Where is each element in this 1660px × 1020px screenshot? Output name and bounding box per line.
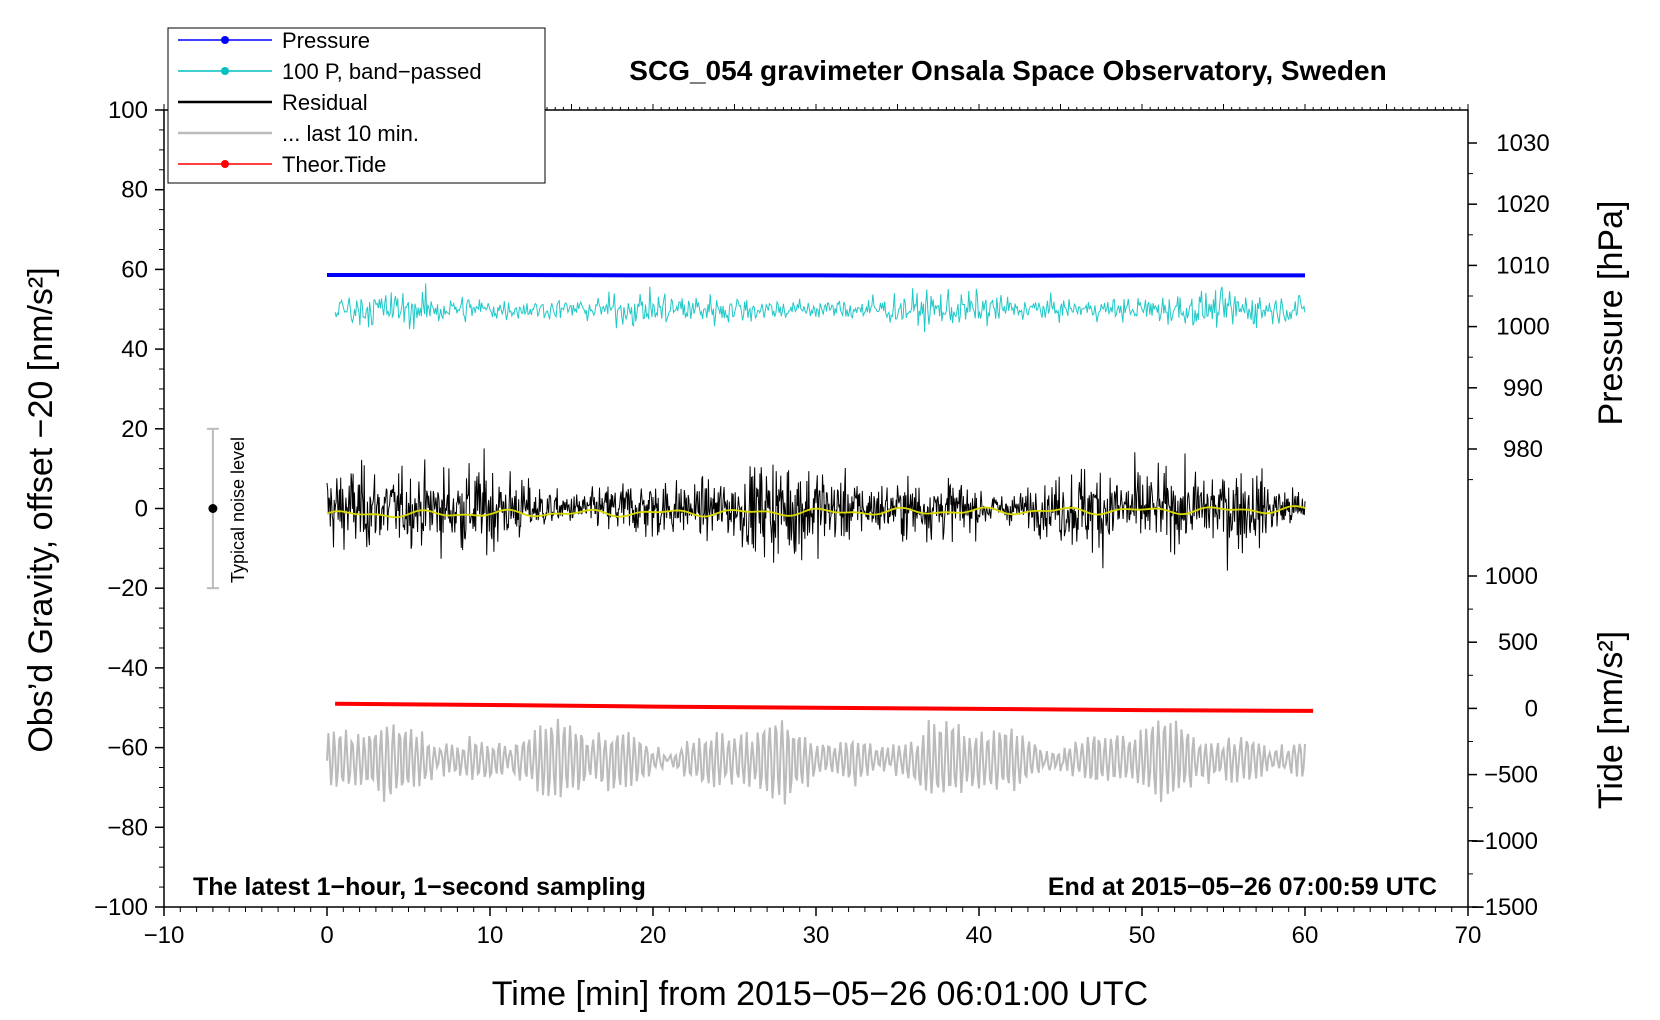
x-axis-label: Time [min] from 2015−05−26 06:01:00 UTC [492, 975, 1148, 1013]
pressure-tick-label: 1010 [1496, 252, 1549, 279]
legend-swatch-marker [221, 36, 229, 44]
x-tick-label: 60 [1292, 922, 1319, 949]
pressure-tick-label: 1030 [1496, 130, 1549, 157]
pressure-tick-label: 1020 [1496, 191, 1549, 218]
y-tick-label: −80 [107, 814, 148, 841]
tide-tick-label: 500 [1498, 629, 1538, 656]
y-tick-label: 100 [108, 97, 148, 124]
pressure-tick-label: 1000 [1496, 314, 1549, 341]
noise-level-indicator: Typical noise level [206, 427, 248, 590]
legend-item-label: ... last 10 min. [282, 121, 419, 146]
y-tick-label: 80 [121, 177, 148, 204]
tide-tick-label: −1000 [1471, 828, 1538, 855]
x-tick-label: 0 [320, 922, 333, 949]
legend: Pressure 100 P, band−passed Residual ... la… [167, 27, 546, 184]
tide-axis-label: Tide [nm/s²] [1592, 631, 1630, 809]
tide-tick-label: −1500 [1471, 894, 1538, 921]
pressure-axis-label: Pressure [hPa] [1592, 201, 1630, 426]
y-tick-label: 0 [135, 496, 148, 523]
tide-tick-label: −500 [1484, 762, 1538, 789]
y-tick-label: −60 [107, 735, 148, 762]
y-tick-label: 40 [121, 336, 148, 363]
tide-tick-label: 0 [1525, 695, 1538, 722]
x-tick-label: −10 [144, 922, 185, 949]
series-layer [326, 273, 1314, 805]
residual-smoothed-series-line [326, 505, 1306, 519]
y-tick-label: −40 [107, 655, 148, 682]
legend-item-label: 100 P, band−passed [282, 59, 482, 84]
legend-swatch-marker [221, 67, 229, 75]
y-tick-label: 60 [121, 256, 148, 283]
x-tick-label: 10 [477, 922, 504, 949]
footer-sampling-text: The latest 1−hour, 1−second sampling [193, 873, 646, 901]
last-10-min-series-line [326, 718, 1306, 805]
noise-level-label: Typical noise level [228, 437, 248, 583]
residual-series-line [326, 448, 1306, 571]
theoretical-tide-series-line [335, 701, 1314, 713]
y-tick-label: −20 [107, 575, 148, 602]
x-tick-label: 20 [640, 922, 667, 949]
pressure-series-line [327, 273, 1305, 278]
footer-end-time-text: End at 2015−05−26 07:00:59 UTC [1048, 873, 1437, 901]
legend-swatch-marker [221, 160, 229, 168]
chart-title: SCG_054 gravimeter Onsala Space Observat… [629, 55, 1386, 86]
x-tick-label: 50 [1129, 922, 1156, 949]
legend-box [167, 27, 546, 184]
y-tick-label: 20 [121, 416, 148, 443]
pressure-tick-label: 980 [1503, 436, 1543, 463]
noise-level-center-dot [208, 504, 218, 513]
band-passed-pressure-series-line [334, 283, 1306, 333]
axes-layer: −10 0 10 20 30 40 50 60 70100806040200−20−40−60−… [94, 97, 1550, 949]
y-tick-label: −100 [94, 894, 148, 921]
y-axis-label: Obs’d Gravity, offset −20 [nm/s²] [22, 267, 60, 752]
pressure-tick-label: 990 [1503, 375, 1543, 402]
x-tick-label: 70 [1455, 922, 1482, 949]
x-tick-label: 40 [966, 922, 993, 949]
legend-item-label: Pressure [282, 28, 370, 53]
legend-item-label: Residual [282, 90, 368, 115]
tide-tick-label: 1000 [1485, 563, 1538, 590]
x-tick-label: 30 [803, 922, 830, 949]
legend-item-label: Theor.Tide [282, 152, 386, 177]
